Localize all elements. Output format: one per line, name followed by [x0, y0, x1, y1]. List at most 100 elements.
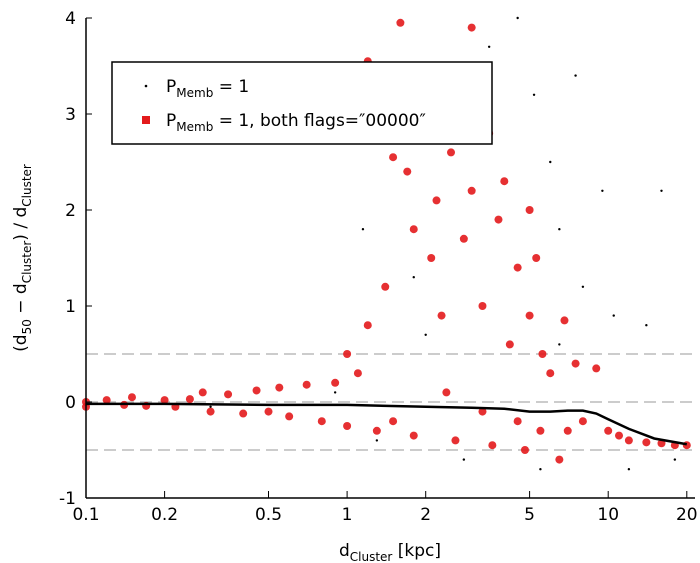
y-tick-label: -1: [59, 489, 76, 509]
red-point: [389, 153, 398, 162]
y-tick-label: 4: [65, 9, 76, 29]
black-point: [424, 333, 427, 336]
red-point: [403, 167, 412, 176]
red-point: [532, 254, 541, 262]
red-point: [615, 431, 624, 440]
red-point: [525, 311, 534, 320]
red-point: [409, 431, 418, 440]
black-point: [209, 405, 212, 408]
red-point: [396, 18, 405, 27]
red-point: [560, 316, 569, 325]
red-point: [571, 359, 580, 368]
red-point: [555, 455, 564, 464]
red-point: [494, 215, 503, 224]
red-point: [478, 302, 487, 310]
label-part: ) / d: [11, 207, 31, 241]
subscript: Cluster: [20, 241, 34, 284]
black-point: [558, 228, 561, 231]
red-point: [642, 438, 651, 447]
x-axis-label: dCluster [kpc]: [339, 541, 441, 563]
red-point: [459, 234, 468, 243]
red-point: [478, 407, 487, 416]
legend-box: [111, 61, 493, 145]
subscript: Memb: [176, 86, 213, 100]
red-point: [206, 407, 215, 416]
black-point: [412, 276, 415, 279]
black-point: [487, 45, 491, 48]
y-axis-label: (d50 − dCluster) / dCluster: [11, 164, 34, 352]
red-point: [389, 417, 398, 426]
black-point: [539, 468, 542, 471]
red-point: [500, 177, 509, 186]
red-point: [488, 441, 497, 450]
black-point: [375, 439, 379, 442]
black-point: [549, 160, 552, 164]
black-point: [558, 343, 561, 346]
red-point: [198, 388, 207, 397]
red-point: [682, 441, 691, 450]
red-point: [275, 383, 284, 392]
red-point: [363, 321, 372, 330]
red-point: [381, 282, 390, 291]
black-point: [333, 391, 337, 394]
label-part: = 1: [213, 77, 249, 97]
y-tick-label: 3: [65, 105, 76, 125]
label-part: P: [166, 77, 176, 97]
black-point: [673, 458, 677, 461]
red-point: [343, 422, 352, 430]
red-point: [409, 225, 418, 234]
red-point: [427, 254, 436, 262]
subscript: Cluster: [20, 164, 34, 207]
red-point: [451, 436, 460, 445]
label-part: = 1, both flags=″00000″: [213, 111, 426, 131]
red-point: [467, 186, 476, 195]
black-point: [462, 458, 466, 461]
red-point: [437, 311, 446, 320]
red-point: [285, 412, 294, 421]
label-part: P: [166, 111, 176, 131]
red-point: [578, 417, 587, 426]
black-point: [574, 74, 577, 77]
legend-label: PMemb = 1: [166, 77, 249, 100]
legend-marker: [144, 84, 148, 88]
x-tick-label: 0.5: [255, 505, 282, 525]
red-point: [513, 263, 522, 272]
y-tick-label: 2: [65, 201, 76, 221]
red-point: [331, 378, 340, 387]
subscript: Cluster: [350, 550, 393, 563]
subscript: 50: [20, 319, 34, 334]
median-line: [86, 402, 688, 446]
legend-label: PMemb = 1, both flags=″00000″: [166, 111, 426, 134]
red-point: [160, 396, 169, 405]
red-point: [467, 23, 476, 32]
red-point: [447, 148, 456, 157]
red-point: [353, 369, 362, 378]
black-point: [581, 285, 585, 288]
red-point: [372, 426, 381, 435]
black-point: [532, 93, 536, 97]
red-point: [302, 380, 311, 389]
x-tick-label: 0.1: [72, 505, 99, 525]
black-point: [601, 189, 604, 192]
x-tick-label: 1: [342, 505, 353, 525]
x-tick-label: 20: [676, 505, 698, 525]
y-tick-label: 1: [65, 297, 76, 317]
y-tick-label: 0: [65, 393, 76, 413]
red-point: [604, 426, 613, 435]
x-tick-label: 5: [524, 505, 535, 525]
red-point: [317, 417, 326, 426]
red-point: [520, 446, 529, 454]
red-point: [505, 340, 514, 349]
red-point: [563, 426, 572, 435]
red-point: [343, 350, 352, 358]
x-tick-label: 10: [597, 505, 619, 525]
red-point: [102, 396, 111, 405]
label-part: − d: [11, 283, 31, 319]
label-part: (d: [11, 334, 31, 351]
red-point: [185, 395, 194, 404]
x-tick-label: 2: [420, 505, 431, 525]
red-point: [252, 386, 261, 395]
black-point: [612, 314, 615, 317]
x-tick-label: 0.2: [151, 505, 178, 525]
